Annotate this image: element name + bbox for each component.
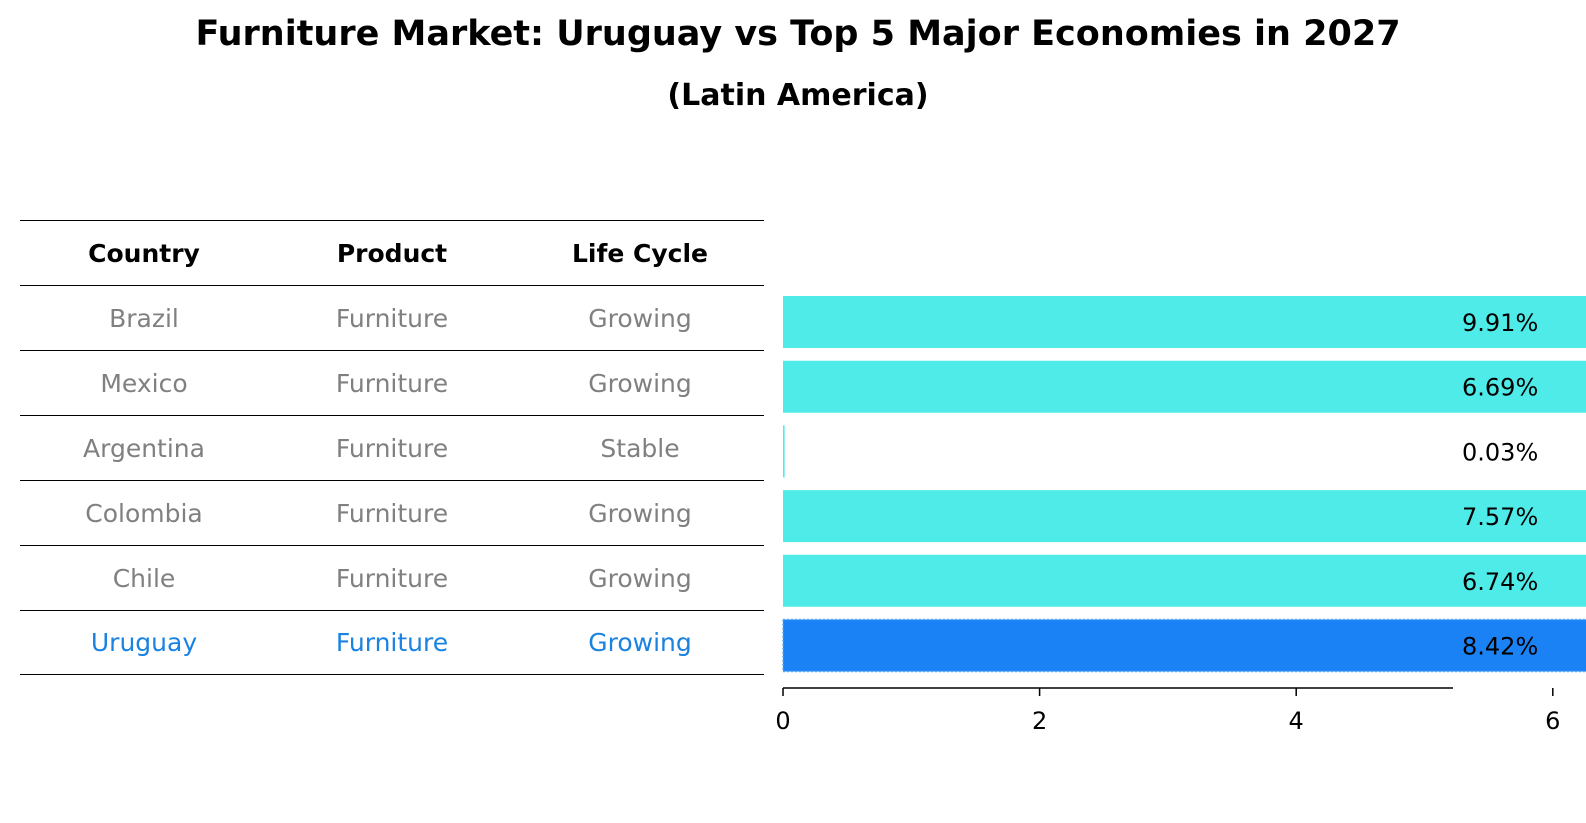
product-cell: Furniture bbox=[335, 368, 449, 398]
life-cycle-cell: Growing bbox=[588, 498, 692, 528]
life-cycle-cell: Growing bbox=[588, 303, 692, 333]
bar-uruguay bbox=[782, 618, 1586, 673]
product-cell: Furniture bbox=[335, 628, 449, 657]
country-cell: Argentina bbox=[83, 433, 205, 463]
data-label: 6.74% bbox=[1462, 568, 1538, 596]
table-row-highlighted: Uruguay Furniture Growing bbox=[20, 610, 764, 675]
x-tick-label: 4 bbox=[1289, 707, 1304, 735]
product-cell: Furniture bbox=[335, 563, 449, 593]
x-tick-label: 6 bbox=[1545, 707, 1560, 735]
life-cycle-cell: Stable bbox=[600, 433, 680, 463]
bar-colombia bbox=[783, 490, 1586, 543]
header-life-cycle: Life Cycle bbox=[571, 238, 709, 268]
table-row: Argentina Furniture Stable bbox=[20, 415, 764, 480]
chart-subtitle: (Latin America) bbox=[667, 78, 929, 113]
life-cycle-cell: Growing bbox=[588, 628, 692, 657]
table-header-row: Country Product Life Cycle bbox=[20, 220, 764, 285]
product-cell: Furniture bbox=[335, 433, 449, 463]
life-cycle-cell: Growing bbox=[588, 368, 692, 398]
bar-brazil bbox=[783, 296, 1586, 348]
bar-chile bbox=[783, 554, 1586, 607]
table-row: Colombia Furniture Growing bbox=[20, 480, 764, 545]
country-cell: Brazil bbox=[109, 303, 179, 333]
table-row: Brazil Furniture Growing bbox=[20, 285, 764, 350]
bar-argentina bbox=[783, 425, 785, 478]
chart-title: Furniture Market: Uruguay vs Top 5 Major… bbox=[195, 14, 1401, 54]
data-label: 9.91% bbox=[1462, 309, 1538, 337]
data-label: 6.69% bbox=[1462, 374, 1538, 402]
country-cell: Uruguay bbox=[90, 628, 198, 657]
country-cell: Mexico bbox=[100, 368, 188, 398]
header-country: Country bbox=[88, 238, 200, 268]
life-cycle-cell: Growing bbox=[588, 563, 692, 593]
data-label: 8.42% bbox=[1462, 633, 1538, 661]
country-cell: Chile bbox=[112, 563, 176, 593]
x-tick-label: 2 bbox=[1032, 707, 1047, 735]
x-tick-label: 0 bbox=[775, 707, 790, 735]
data-label: 0.03% bbox=[1462, 438, 1538, 466]
bar-mexico bbox=[783, 360, 1586, 413]
table-row: Chile Furniture Growing bbox=[20, 545, 764, 610]
table-row: Mexico Furniture Growing bbox=[20, 350, 764, 415]
data-label: 7.57% bbox=[1462, 503, 1538, 531]
product-cell: Furniture bbox=[335, 498, 449, 528]
product-cell: Furniture bbox=[335, 303, 449, 333]
country-cell: Colombia bbox=[85, 498, 203, 528]
header-product: Product bbox=[336, 238, 448, 268]
market-table: Country Product Life Cycle Brazil Furnit… bbox=[20, 220, 764, 675]
